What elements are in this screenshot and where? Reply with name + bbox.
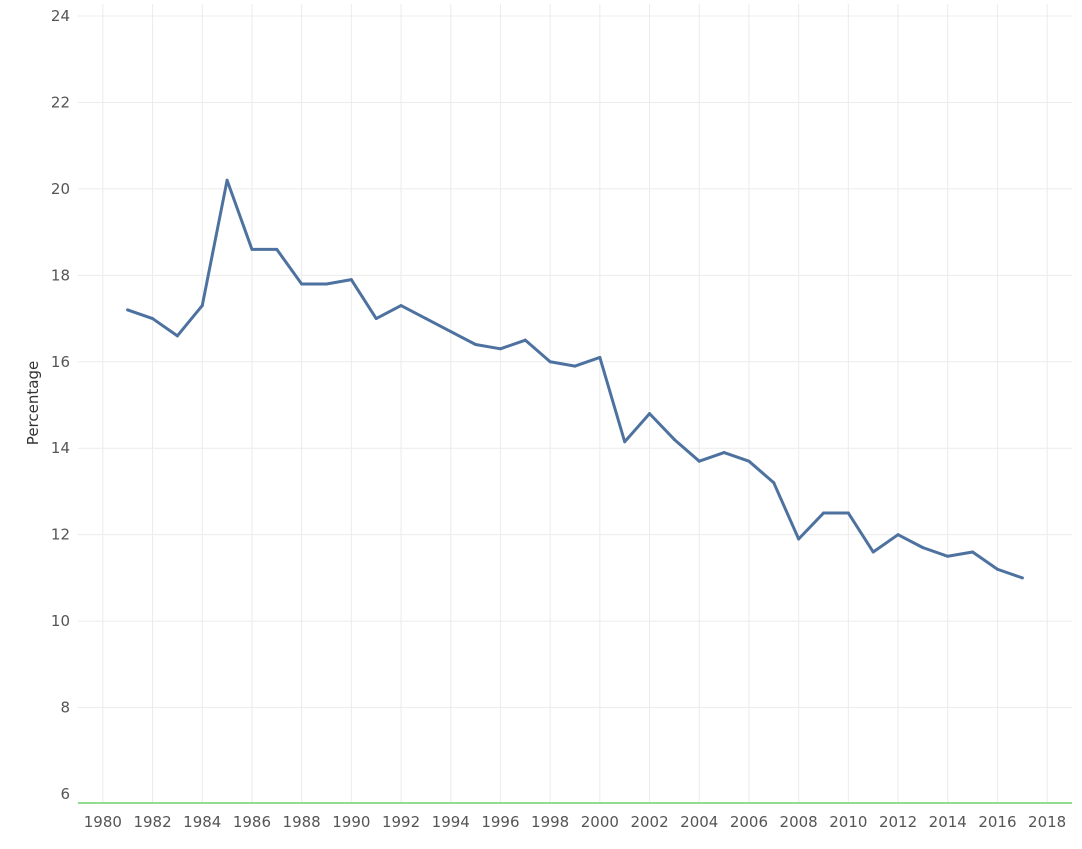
data-point [672, 438, 676, 442]
data-point [747, 459, 751, 463]
data-point [971, 550, 975, 554]
vertical-gridlines [102, 4, 1048, 802]
data-point [175, 334, 179, 338]
y-tick-label: 14 [51, 439, 70, 457]
y-tick-label: 18 [51, 266, 70, 284]
y-tick-label: 6 [60, 785, 70, 803]
y-axis-ticks: 6 8 10 12 14 16 18 20 22 24 [51, 7, 70, 803]
x-tick-label: 1984 [183, 813, 221, 831]
data-point [921, 546, 925, 550]
y-tick-label: 8 [60, 699, 70, 717]
series-line [126, 178, 1024, 580]
y-tick-label: 12 [51, 526, 70, 544]
data-point [648, 412, 652, 416]
data-point [349, 278, 353, 282]
data-point [498, 347, 502, 351]
x-tick-label: 1988 [283, 813, 321, 831]
y-tick-label: 16 [51, 353, 70, 371]
data-point [399, 304, 403, 308]
data-point [1020, 576, 1024, 580]
data-point [200, 304, 204, 308]
data-point [325, 282, 328, 286]
data-point [449, 330, 453, 334]
data-point [871, 550, 875, 554]
data-point [846, 511, 850, 515]
x-tick-label: 1996 [481, 813, 519, 831]
x-tick-label: 1994 [432, 813, 470, 831]
horizontal-gridlines [78, 15, 1072, 709]
data-point [250, 247, 254, 251]
data-point [474, 342, 478, 346]
data-point [225, 178, 229, 182]
x-tick-label: 1986 [233, 813, 271, 831]
x-tick-label: 2008 [780, 813, 818, 831]
x-tick-label: 2012 [879, 813, 917, 831]
x-tick-label: 2000 [581, 813, 619, 831]
data-point [697, 459, 701, 463]
data-point [995, 567, 999, 571]
y-axis-label: Percentage [24, 361, 42, 445]
x-tick-label: 2010 [829, 813, 867, 831]
data-point [573, 364, 577, 368]
x-tick-label: 2018 [1028, 813, 1066, 831]
y-tick-label: 22 [51, 93, 70, 111]
data-point [896, 533, 900, 537]
y-tick-label: 10 [51, 612, 70, 630]
x-axis-ticks: 1980 1982 1984 1986 1988 1990 1992 1994 1996 1998… [84, 813, 1066, 831]
data-point [797, 537, 801, 541]
x-tick-label: 1998 [531, 813, 569, 831]
data-point [126, 308, 130, 312]
data-point [275, 247, 279, 251]
x-tick-label: 1980 [84, 813, 122, 831]
series-layer [126, 178, 1024, 580]
y-tick-label: 24 [51, 7, 70, 25]
x-tick-label: 2016 [978, 813, 1016, 831]
data-point [772, 481, 776, 485]
x-tick-label: 1992 [382, 813, 420, 831]
data-point [822, 511, 825, 515]
data-point [523, 338, 527, 342]
data-point [722, 451, 726, 455]
data-point [623, 440, 627, 444]
data-point [374, 317, 378, 321]
x-tick-label: 2002 [630, 813, 668, 831]
data-point [598, 355, 602, 359]
data-point [300, 282, 304, 286]
x-tick-label: 2006 [730, 813, 768, 831]
y-tick-label: 20 [51, 180, 70, 198]
data-point [151, 317, 155, 321]
x-tick-label: 2014 [929, 813, 967, 831]
x-tick-label: 2004 [680, 813, 718, 831]
x-tick-label: 1982 [133, 813, 171, 831]
x-tick-label: 1990 [332, 813, 370, 831]
data-point [946, 554, 950, 558]
data-point [548, 360, 552, 364]
data-point [424, 317, 428, 321]
